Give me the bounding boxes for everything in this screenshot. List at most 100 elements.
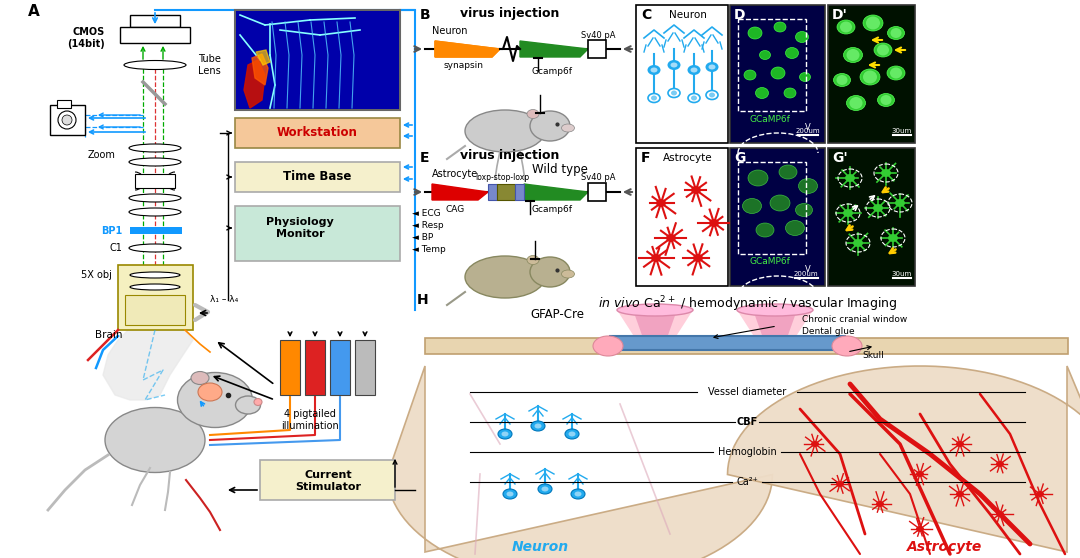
Text: Neuron: Neuron	[512, 540, 568, 554]
Text: 5X obj: 5X obj	[81, 270, 112, 280]
Ellipse shape	[648, 94, 660, 103]
Polygon shape	[435, 41, 500, 57]
Ellipse shape	[847, 95, 865, 110]
Text: Astrocyte: Astrocyte	[907, 540, 983, 554]
Text: Chronic cranial window: Chronic cranial window	[802, 315, 907, 325]
Ellipse shape	[129, 244, 181, 252]
Ellipse shape	[956, 491, 964, 497]
FancyBboxPatch shape	[280, 340, 300, 395]
Ellipse shape	[58, 111, 76, 129]
Text: Wild type: Wild type	[532, 162, 588, 176]
Ellipse shape	[235, 396, 260, 414]
Ellipse shape	[538, 484, 552, 494]
Text: Gcamp6f: Gcamp6f	[531, 66, 572, 75]
Text: A: A	[28, 4, 40, 20]
Text: Sv40 pA: Sv40 pA	[581, 174, 616, 182]
Ellipse shape	[877, 94, 894, 107]
Ellipse shape	[743, 199, 761, 214]
Ellipse shape	[888, 234, 897, 242]
Ellipse shape	[124, 60, 186, 70]
Ellipse shape	[916, 526, 924, 532]
Ellipse shape	[530, 257, 570, 287]
Text: Neuron: Neuron	[670, 10, 707, 20]
Text: λ₁ – λ₄: λ₁ – λ₄	[210, 296, 239, 305]
FancyBboxPatch shape	[305, 340, 325, 395]
Text: V: V	[805, 266, 811, 275]
Ellipse shape	[671, 90, 677, 95]
Ellipse shape	[527, 109, 539, 118]
Text: ◄ Temp: ◄ Temp	[411, 244, 446, 253]
Ellipse shape	[956, 441, 964, 447]
Ellipse shape	[706, 90, 718, 99]
FancyBboxPatch shape	[130, 227, 183, 234]
Text: V: V	[805, 123, 811, 132]
Text: loxp-stop-loxp: loxp-stop-loxp	[475, 174, 529, 182]
Ellipse shape	[535, 424, 541, 429]
Text: Astrocyte: Astrocyte	[663, 153, 713, 163]
Text: E: E	[420, 151, 430, 165]
Ellipse shape	[562, 124, 575, 132]
Text: virus injection: virus injection	[460, 7, 559, 20]
FancyBboxPatch shape	[636, 148, 728, 286]
FancyBboxPatch shape	[118, 265, 193, 330]
Text: F: F	[642, 151, 650, 165]
Ellipse shape	[799, 73, 810, 81]
Ellipse shape	[1036, 491, 1044, 497]
Ellipse shape	[498, 429, 512, 439]
Polygon shape	[103, 328, 193, 400]
FancyBboxPatch shape	[235, 10, 400, 110]
Ellipse shape	[130, 272, 180, 278]
Text: B: B	[420, 8, 431, 22]
Ellipse shape	[708, 219, 719, 227]
FancyBboxPatch shape	[120, 27, 190, 43]
Ellipse shape	[105, 407, 205, 473]
Ellipse shape	[705, 62, 718, 72]
FancyBboxPatch shape	[330, 340, 350, 395]
Ellipse shape	[843, 47, 863, 62]
Ellipse shape	[691, 186, 701, 194]
FancyBboxPatch shape	[130, 15, 180, 27]
Ellipse shape	[888, 26, 905, 40]
FancyBboxPatch shape	[588, 40, 606, 58]
FancyBboxPatch shape	[730, 5, 825, 143]
Text: GCaMP6f: GCaMP6f	[750, 114, 791, 123]
Ellipse shape	[837, 75, 848, 85]
Text: 200um: 200um	[794, 271, 819, 277]
Ellipse shape	[565, 429, 579, 439]
Ellipse shape	[527, 256, 539, 264]
Ellipse shape	[891, 28, 902, 38]
Ellipse shape	[530, 111, 570, 141]
FancyBboxPatch shape	[235, 162, 400, 192]
Ellipse shape	[671, 62, 677, 68]
Ellipse shape	[759, 51, 770, 60]
Ellipse shape	[887, 66, 905, 80]
Ellipse shape	[837, 20, 855, 34]
Ellipse shape	[866, 17, 880, 30]
Ellipse shape	[254, 398, 262, 406]
FancyBboxPatch shape	[50, 105, 85, 135]
Text: GFAP-Cre: GFAP-Cre	[530, 309, 584, 321]
Text: D': D'	[832, 8, 848, 22]
Ellipse shape	[571, 489, 585, 499]
Text: Gcamp6f: Gcamp6f	[531, 204, 572, 214]
Ellipse shape	[843, 209, 853, 217]
FancyBboxPatch shape	[260, 460, 395, 500]
FancyBboxPatch shape	[426, 338, 1068, 354]
Ellipse shape	[191, 372, 210, 384]
Ellipse shape	[874, 43, 892, 57]
Ellipse shape	[129, 158, 181, 166]
Ellipse shape	[650, 68, 658, 73]
Text: GCaMP6f: GCaMP6f	[750, 257, 791, 267]
Ellipse shape	[785, 220, 805, 235]
Text: 30um: 30um	[892, 128, 913, 134]
Ellipse shape	[845, 174, 855, 182]
Text: CAG: CAG	[445, 204, 464, 214]
Ellipse shape	[774, 22, 786, 32]
Ellipse shape	[881, 169, 891, 177]
Ellipse shape	[863, 70, 877, 84]
Text: virus injection: virus injection	[460, 150, 559, 162]
Ellipse shape	[666, 234, 676, 242]
Ellipse shape	[770, 195, 789, 211]
FancyBboxPatch shape	[57, 100, 71, 108]
Ellipse shape	[575, 492, 581, 497]
